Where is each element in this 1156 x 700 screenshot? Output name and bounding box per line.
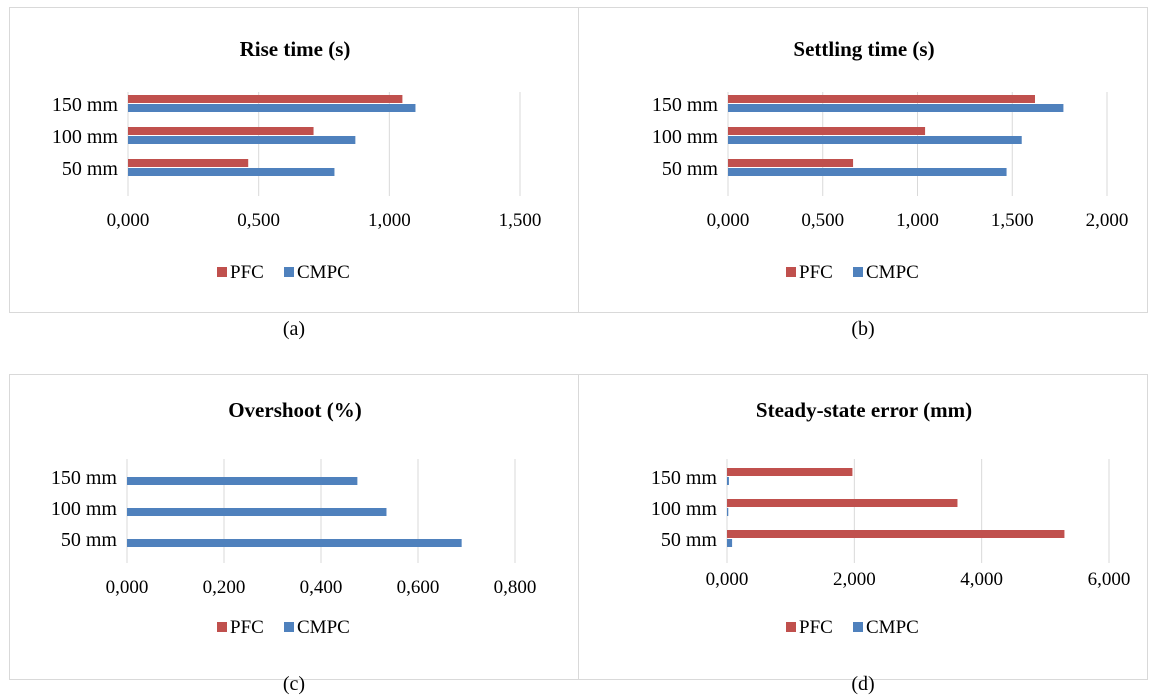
- legend-swatch-cmpc: [853, 622, 863, 632]
- chart-a-svg: Rise time (s) 0,000 0,500 1,000 1,500 50 mm 10…: [52, 37, 542, 283]
- x-tick-label: 0,600: [397, 577, 440, 598]
- caption-c: (c): [282, 673, 306, 695]
- x-tick-label: 6,000: [1088, 569, 1131, 590]
- legend-label: PFC: [230, 617, 264, 638]
- legend-swatch-pfc: [217, 622, 227, 632]
- legend-label: PFC: [799, 262, 833, 283]
- category-label: 100 mm: [652, 126, 719, 148]
- x-tick-label: 0,800: [494, 577, 537, 598]
- x-tick-label: 4,000: [960, 569, 1003, 590]
- legend-label: CMPC: [866, 617, 919, 638]
- chart-b-svg: Settling time (s) 0,000 0,500 1,000 1,500 2,0…: [652, 37, 1129, 283]
- legend-label: CMPC: [866, 262, 919, 283]
- legend-swatch-pfc: [786, 622, 796, 632]
- bar-cmpc: [127, 539, 462, 547]
- x-tick-label: 1,000: [368, 210, 411, 231]
- x-tick-label: 0,200: [203, 577, 246, 598]
- x-tick-label: 0,400: [300, 577, 343, 598]
- bar-cmpc: [728, 168, 1007, 176]
- bar-cmpc: [727, 539, 733, 547]
- chart-panel-d: Steady-state error (mm) 0,000 2,000 4,000 6,…: [578, 374, 1148, 680]
- bar-pfc: [128, 127, 314, 135]
- legend-label: PFC: [799, 617, 833, 638]
- bar-cmpc: [127, 477, 358, 485]
- chart-panel-c: Overshoot (%) 0,000 0,200 0,400 0,600 0,800 50…: [9, 374, 579, 680]
- bar-pfc: [727, 530, 1065, 538]
- bar-pfc: [727, 468, 853, 476]
- category-label: 100 mm: [651, 498, 718, 520]
- caption-d: (d): [851, 673, 875, 695]
- x-tick-label: 2,000: [1086, 210, 1129, 231]
- x-tick-label: 1,500: [499, 210, 542, 231]
- bar-pfc: [728, 127, 926, 135]
- chart-c-svg: Overshoot (%) 0,000 0,200 0,400 0,600 0,800 50…: [51, 398, 537, 638]
- x-tick-label: 0,000: [106, 577, 149, 598]
- bar-pfc: [727, 499, 958, 507]
- caption-b: (b): [851, 318, 875, 340]
- bar-pfc: [728, 159, 854, 167]
- bar-cmpc: [128, 104, 416, 112]
- legend-swatch-cmpc: [284, 622, 294, 632]
- category-label: 50 mm: [661, 529, 718, 551]
- legend-swatch-pfc: [786, 267, 796, 277]
- bar-cmpc: [728, 136, 1022, 144]
- x-tick-label: 0,500: [801, 210, 844, 231]
- chart-title: Steady-state error (mm): [756, 398, 972, 422]
- bar-pfc: [128, 159, 249, 167]
- x-tick-label: 0,000: [707, 210, 750, 231]
- category-label: 150 mm: [52, 94, 119, 116]
- category-label: 50 mm: [662, 158, 719, 180]
- category-label: 150 mm: [651, 467, 718, 489]
- caption-a: (a): [282, 318, 306, 340]
- bar-cmpc: [728, 104, 1064, 112]
- x-tick-label: 2,000: [833, 569, 876, 590]
- chart-title: Rise time (s): [240, 37, 351, 61]
- category-label: 100 mm: [51, 498, 118, 520]
- bar-cmpc: [128, 168, 335, 176]
- x-tick-label: 0,000: [107, 210, 150, 231]
- category-label: 150 mm: [51, 467, 118, 489]
- x-tick-label: 0,500: [237, 210, 280, 231]
- x-tick-label: 0,000: [706, 569, 749, 590]
- legend-label: CMPC: [297, 262, 350, 283]
- legend-swatch-pfc: [217, 267, 227, 277]
- bar-pfc: [128, 95, 403, 103]
- category-label: 150 mm: [652, 94, 719, 116]
- chart-d-svg: Steady-state error (mm) 0,000 2,000 4,000 6,…: [651, 398, 1131, 638]
- bar-cmpc: [727, 508, 729, 516]
- legend-label: PFC: [230, 262, 264, 283]
- bar-cmpc: [127, 508, 387, 516]
- chart-panel-a: Rise time (s) 0,000 0,500 1,000 1,500 50 mm 10…: [9, 7, 579, 313]
- chart-title: Settling time (s): [793, 37, 934, 61]
- x-tick-label: 1,500: [991, 210, 1034, 231]
- legend-swatch-cmpc: [284, 267, 294, 277]
- category-label: 50 mm: [62, 158, 119, 180]
- bar-pfc: [728, 95, 1035, 103]
- category-label: 50 mm: [61, 529, 118, 551]
- category-label: 100 mm: [52, 126, 119, 148]
- legend-label: CMPC: [297, 617, 350, 638]
- bar-cmpc: [727, 477, 729, 485]
- x-tick-label: 1,000: [896, 210, 939, 231]
- legend-swatch-cmpc: [853, 267, 863, 277]
- chart-title: Overshoot (%): [228, 398, 362, 422]
- bar-cmpc: [128, 136, 356, 144]
- chart-panel-b: Settling time (s) 0,000 0,500 1,000 1,500 2,0…: [578, 7, 1148, 313]
